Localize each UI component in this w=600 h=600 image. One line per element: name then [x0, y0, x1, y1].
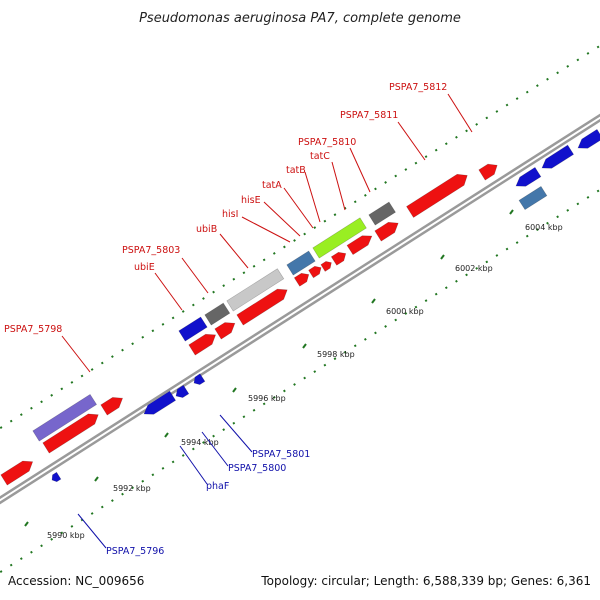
- tick-6000: 6000 kbp: [371, 298, 424, 316]
- gene-reverse-2[interactable]: [143, 390, 177, 415]
- reverse-gene-labels: PSPA7_5801 PSPA7_5800 phaF PSPA7_5796: [106, 449, 310, 557]
- tick-6004: 6004 kbp: [509, 209, 563, 232]
- tick-label: 6000 kbp: [386, 307, 424, 316]
- leader-pspa7-5812: [447, 93, 473, 133]
- genome-backbone: [0, 113, 600, 505]
- accession-text: Accession: NC_009656: [8, 574, 144, 588]
- gene-reverse-7[interactable]: [577, 128, 600, 149]
- tick-5998: 5998 kbp: [302, 343, 355, 359]
- gene-forward-tata[interactable]: [320, 261, 332, 272]
- gene-forward-5811[interactable]: [406, 173, 468, 218]
- gene-label-pspa7-5810[interactable]: PSPA7_5810: [298, 137, 356, 148]
- tick-label: 5996 kbp: [248, 394, 286, 403]
- genome-summary-text: Topology: circular; Length: 6,588,339 bp…: [260, 574, 591, 588]
- gene-forward-2[interactable]: [42, 413, 99, 454]
- leader-ubib: [219, 233, 249, 269]
- reverse-label-leaders: [77, 414, 253, 549]
- forward-gene-labels: PSPA7_5798 ubiE PSPA7_5803 ubiB hisI his…: [4, 82, 447, 335]
- leader-ubie: [154, 272, 183, 311]
- tick-label: 5994 kbp: [181, 438, 219, 447]
- gene-label-pspa7-5801[interactable]: PSPA7_5801: [252, 449, 310, 460]
- gene-forward-hise[interactable]: [308, 265, 322, 279]
- gene-blue-box[interactable]: [178, 316, 208, 342]
- tick-5996: 5996 kbp: [232, 387, 286, 403]
- gene-forward-ubib[interactable]: [236, 288, 288, 326]
- gene-label-phaf[interactable]: phaF: [206, 481, 229, 492]
- gene-steel-box-1[interactable]: [286, 250, 316, 276]
- gene-label-hisi[interactable]: hisI: [222, 209, 238, 220]
- tick-label: 6002 kbp: [455, 264, 493, 273]
- gene-forward-5810[interactable]: [374, 221, 399, 242]
- gene-label-ubib[interactable]: ubiB: [196, 224, 217, 235]
- gene-forward-tatc[interactable]: [346, 235, 373, 256]
- gene-label-hise[interactable]: hisE: [241, 195, 261, 206]
- gene-features: [0, 128, 600, 486]
- gene-forward-1[interactable]: [0, 460, 34, 486]
- gene-reverse-6[interactable]: [541, 144, 575, 169]
- tick-label: 5990 kbp: [47, 531, 85, 540]
- gene-label-pspa7-5812[interactable]: PSPA7_5812: [389, 82, 447, 93]
- leader-pspa7-5796: [77, 513, 107, 549]
- leader-tatc: [331, 161, 346, 211]
- gene-label-pspa7-5811[interactable]: PSPA7_5811: [340, 110, 398, 121]
- gene-gray-box-2[interactable]: [368, 201, 396, 226]
- tick-5994: 5994 kbp: [164, 432, 219, 447]
- leader-pspa7-5798: [61, 335, 91, 373]
- tick-5990: 5990 kbp: [24, 521, 85, 540]
- gene-label-ubie[interactable]: ubiE: [134, 262, 155, 273]
- gene-reverse-4[interactable]: [193, 373, 206, 385]
- gene-gray-box-1[interactable]: [204, 302, 231, 326]
- gene-lightgray-box[interactable]: [226, 268, 285, 312]
- map-title: Pseudomonas aeruginosa PA7, complete gen…: [139, 11, 461, 26]
- inner-reverse-guide: [0, 188, 600, 574]
- tick-6002: 6002 kbp: [440, 254, 493, 273]
- gene-label-tatb[interactable]: tatB: [286, 165, 306, 176]
- gene-reverse-5[interactable]: [515, 166, 542, 187]
- gene-forward-3[interactable]: [100, 397, 124, 416]
- gene-label-pspa7-5796[interactable]: PSPA7_5796: [106, 546, 164, 557]
- tick-label: 5992 kbp: [113, 484, 151, 493]
- gene-label-pspa7-5803[interactable]: PSPA7_5803: [122, 245, 180, 256]
- backbone-line-inner: [0, 116, 600, 502]
- leader-tata: [283, 187, 314, 229]
- gene-reverse-1[interactable]: [51, 471, 62, 483]
- leader-tatb: [304, 171, 321, 223]
- outer-forward-guide: [0, 44, 600, 430]
- gene-label-pspa7-5798[interactable]: PSPA7_5798: [4, 324, 62, 335]
- tick-5992: 5992 kbp: [94, 476, 151, 493]
- leader-phaf: [179, 445, 208, 485]
- tick-label: 5998 kbp: [317, 350, 355, 359]
- leader-pspa7-5811: [397, 121, 426, 161]
- scale-ticks: 5990 kbp 5992 kbp 5994 kbp 5996 kbp 5998…: [24, 209, 563, 540]
- leader-pspa7-5801: [219, 414, 253, 453]
- gene-reverse-3[interactable]: [175, 384, 190, 398]
- gene-forward-ubie[interactable]: [188, 333, 217, 356]
- leader-pspa7-5810: [349, 147, 371, 193]
- leader-hisi: [241, 216, 291, 243]
- gene-label-pspa7-5800[interactable]: PSPA7_5800: [228, 463, 286, 474]
- leader-pspa7-5803: [181, 257, 209, 294]
- gene-forward-tatb[interactable]: [330, 251, 347, 266]
- gene-steel-box-2[interactable]: [518, 185, 548, 211]
- gene-label-tatc[interactable]: tatC: [310, 151, 330, 162]
- forward-label-leaders: [61, 93, 473, 373]
- leader-hise: [263, 201, 301, 237]
- gene-forward-hisi[interactable]: [293, 272, 310, 287]
- leader-pspa7-5800: [201, 431, 229, 467]
- gene-lime-box[interactable]: [312, 217, 367, 259]
- tick-label: 6004 kbp: [525, 223, 563, 232]
- gene-forward-5812[interactable]: [478, 163, 498, 181]
- gene-forward-5803[interactable]: [214, 322, 236, 340]
- gene-violet-1[interactable]: [32, 393, 98, 442]
- gene-label-tata[interactable]: tatA: [262, 180, 282, 191]
